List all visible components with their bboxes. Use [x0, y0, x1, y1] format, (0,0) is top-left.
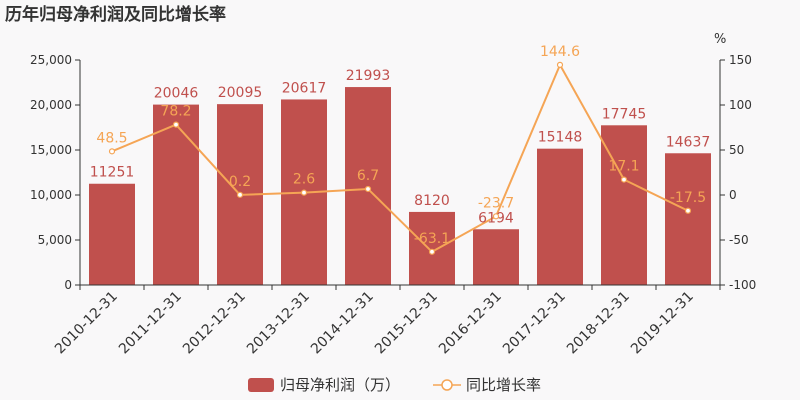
growth-point	[684, 207, 692, 214]
bar	[153, 104, 199, 285]
x-tick-label: 2013-12-31	[244, 289, 313, 358]
bar-value-label: 15148	[538, 130, 583, 146]
growth-point	[428, 248, 436, 255]
bar	[473, 229, 519, 285]
bar-value-label: 11251	[90, 165, 135, 181]
growth-value-label: -17.5	[670, 190, 706, 206]
bar	[89, 183, 135, 285]
growth-value-label: 78.2	[160, 104, 191, 120]
legend-swatch-profit	[248, 378, 274, 392]
bar-value-label: 8120	[414, 193, 450, 209]
y2-tick-label: -100	[729, 278, 756, 292]
legend-swatch-growth-marker	[441, 379, 453, 391]
legend-label-profit: 归母净利润（万）	[280, 376, 400, 394]
chart-title: 历年归母净利润及同比增长率	[5, 4, 226, 25]
bar	[537, 148, 583, 285]
y-tick-label: 15,000	[30, 143, 72, 157]
growth-point	[172, 121, 180, 128]
growth-value-label: 17.1	[608, 159, 639, 175]
growth-point	[300, 189, 308, 196]
legend-label-growth: 同比增长率	[466, 376, 541, 394]
y2-tick-label: 0	[729, 188, 737, 202]
bar-value-label: 17745	[602, 106, 647, 122]
growth-value-label: 0.2	[229, 174, 251, 190]
growth-line	[111, 62, 689, 254]
x-tick-label: 2018-12-31	[564, 289, 633, 358]
bar-value-label: 21993	[346, 68, 391, 84]
y-tick-label: 0	[64, 278, 72, 292]
y-tick-label: 25,000	[30, 53, 72, 67]
bar	[665, 153, 711, 285]
growth-point	[236, 191, 244, 198]
y2-unit-label: %	[714, 32, 726, 47]
growth-value-label: 2.6	[293, 172, 315, 188]
y-tick-label: 10,000	[30, 188, 72, 202]
x-tick-label: 2014-12-31	[308, 289, 377, 358]
growth-value-label: -23.7	[478, 195, 514, 211]
x-tick-label: 2016-12-31	[436, 289, 505, 358]
x-tick-label: 2011-12-31	[116, 289, 185, 358]
y-tick-label: 20,000	[30, 98, 72, 112]
legend: 归母净利润（万） 同比增长率	[248, 376, 541, 394]
x-tick-label: 2015-12-31	[372, 289, 441, 358]
bar-value-label: 20046	[154, 86, 199, 102]
growth-point	[492, 213, 500, 220]
x-tick-label: 2012-12-31	[180, 289, 249, 358]
y-tick-label: 5,000	[38, 233, 72, 247]
growth-point	[620, 176, 628, 183]
x-tick-label: 2017-12-31	[500, 289, 569, 358]
bar	[409, 211, 455, 285]
bar-value-label: 14637	[666, 134, 711, 150]
y2-tick-label: 150	[729, 53, 752, 67]
growth-value-label: 48.5	[96, 130, 127, 146]
growth-value-label: 6.7	[357, 168, 379, 184]
x-tick-label: 2010-12-31	[52, 289, 121, 358]
y2-tick-label: 50	[729, 143, 744, 157]
y2-tick-label: -50	[729, 233, 749, 247]
growth-value-label: 144.6	[540, 44, 580, 60]
growth-value-label: -63.1	[414, 231, 450, 247]
growth-point	[556, 61, 564, 68]
bar-value-label: 20095	[218, 85, 263, 101]
x-tick-label: 2019-12-31	[628, 289, 697, 358]
growth-point	[364, 185, 372, 193]
y2-tick-label: 100	[729, 98, 752, 112]
bar-value-label: 20617	[282, 80, 327, 96]
growth-point	[108, 148, 116, 155]
